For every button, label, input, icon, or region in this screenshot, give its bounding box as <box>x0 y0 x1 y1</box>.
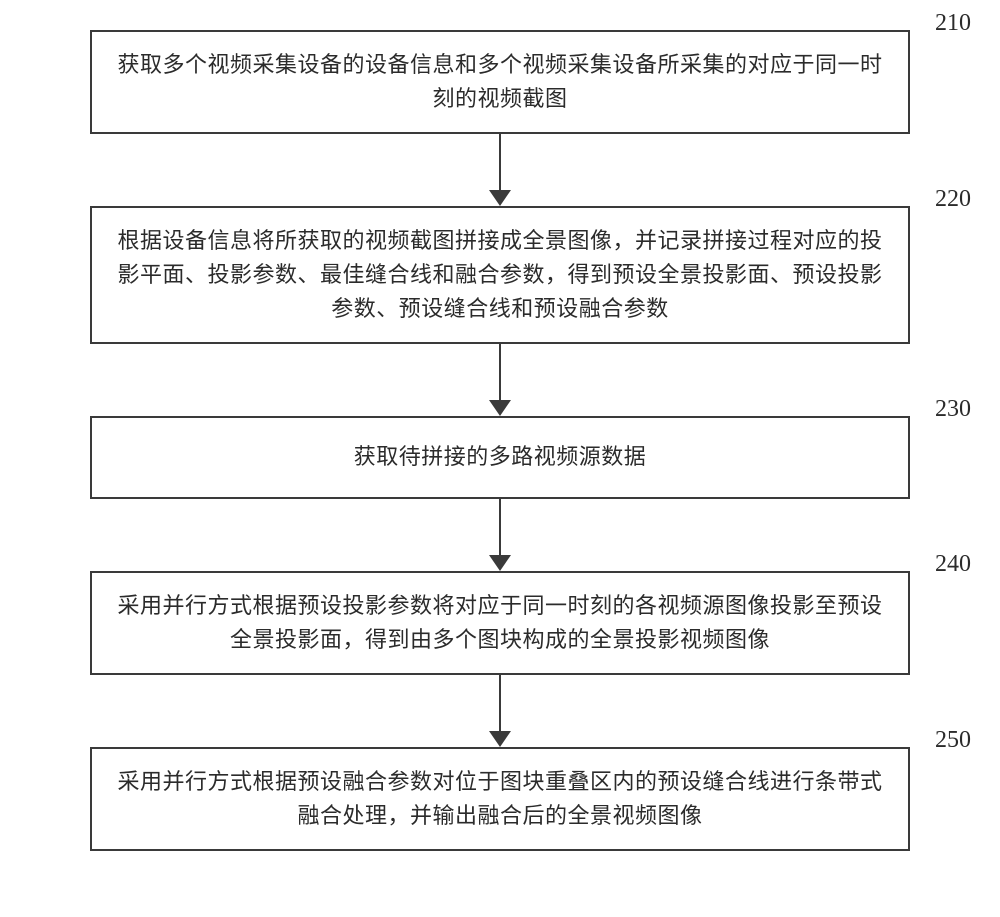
flow-step-240: 采用并行方式根据预设投影参数将对应于同一时刻的各视频源图像投影至预设全景投影面，… <box>90 571 910 675</box>
flow-row: 采用并行方式根据预设融合参数对位于图块重叠区内的预设缝合线进行条带式融合处理，并… <box>40 747 960 851</box>
flow-step-text: 获取多个视频采集设备的设备信息和多个视频采集设备所采集的对应于同一时刻的视频截图 <box>116 48 884 116</box>
flow-row: 获取多个视频采集设备的设备信息和多个视频采集设备所采集的对应于同一时刻的视频截图… <box>40 30 960 134</box>
flow-step-250: 采用并行方式根据预设融合参数对位于图块重叠区内的预设缝合线进行条带式融合处理，并… <box>90 747 910 851</box>
flowchart: 获取多个视频采集设备的设备信息和多个视频采集设备所采集的对应于同一时刻的视频截图… <box>40 30 960 851</box>
flow-arrow <box>488 499 512 571</box>
flow-step-text: 采用并行方式根据预设投影参数将对应于同一时刻的各视频源图像投影至预设全景投影面，… <box>116 589 884 657</box>
flow-row: 根据设备信息将所获取的视频截图拼接成全景图像，并记录拼接过程对应的投影平面、投影… <box>40 206 960 344</box>
flow-step-label: 240 <box>935 551 971 578</box>
flow-step-label: 210 <box>935 10 971 37</box>
flow-arrow <box>488 344 512 416</box>
flow-step-210: 获取多个视频采集设备的设备信息和多个视频采集设备所采集的对应于同一时刻的视频截图 <box>90 30 910 134</box>
flow-step-label: 250 <box>935 727 971 754</box>
flow-step-220: 根据设备信息将所获取的视频截图拼接成全景图像，并记录拼接过程对应的投影平面、投影… <box>90 206 910 344</box>
flow-row: 获取待拼接的多路视频源数据 230 <box>40 416 960 498</box>
flow-arrow <box>488 134 512 206</box>
flow-row: 采用并行方式根据预设投影参数将对应于同一时刻的各视频源图像投影至预设全景投影面，… <box>40 571 960 675</box>
flow-arrow <box>488 675 512 747</box>
flow-step-text: 根据设备信息将所获取的视频截图拼接成全景图像，并记录拼接过程对应的投影平面、投影… <box>116 224 884 326</box>
flow-step-230: 获取待拼接的多路视频源数据 <box>90 416 910 498</box>
flow-step-label: 220 <box>935 186 971 213</box>
flow-step-text: 获取待拼接的多路视频源数据 <box>354 440 647 474</box>
flow-step-text: 采用并行方式根据预设融合参数对位于图块重叠区内的预设缝合线进行条带式融合处理，并… <box>116 765 884 833</box>
flow-step-label: 230 <box>935 396 971 423</box>
